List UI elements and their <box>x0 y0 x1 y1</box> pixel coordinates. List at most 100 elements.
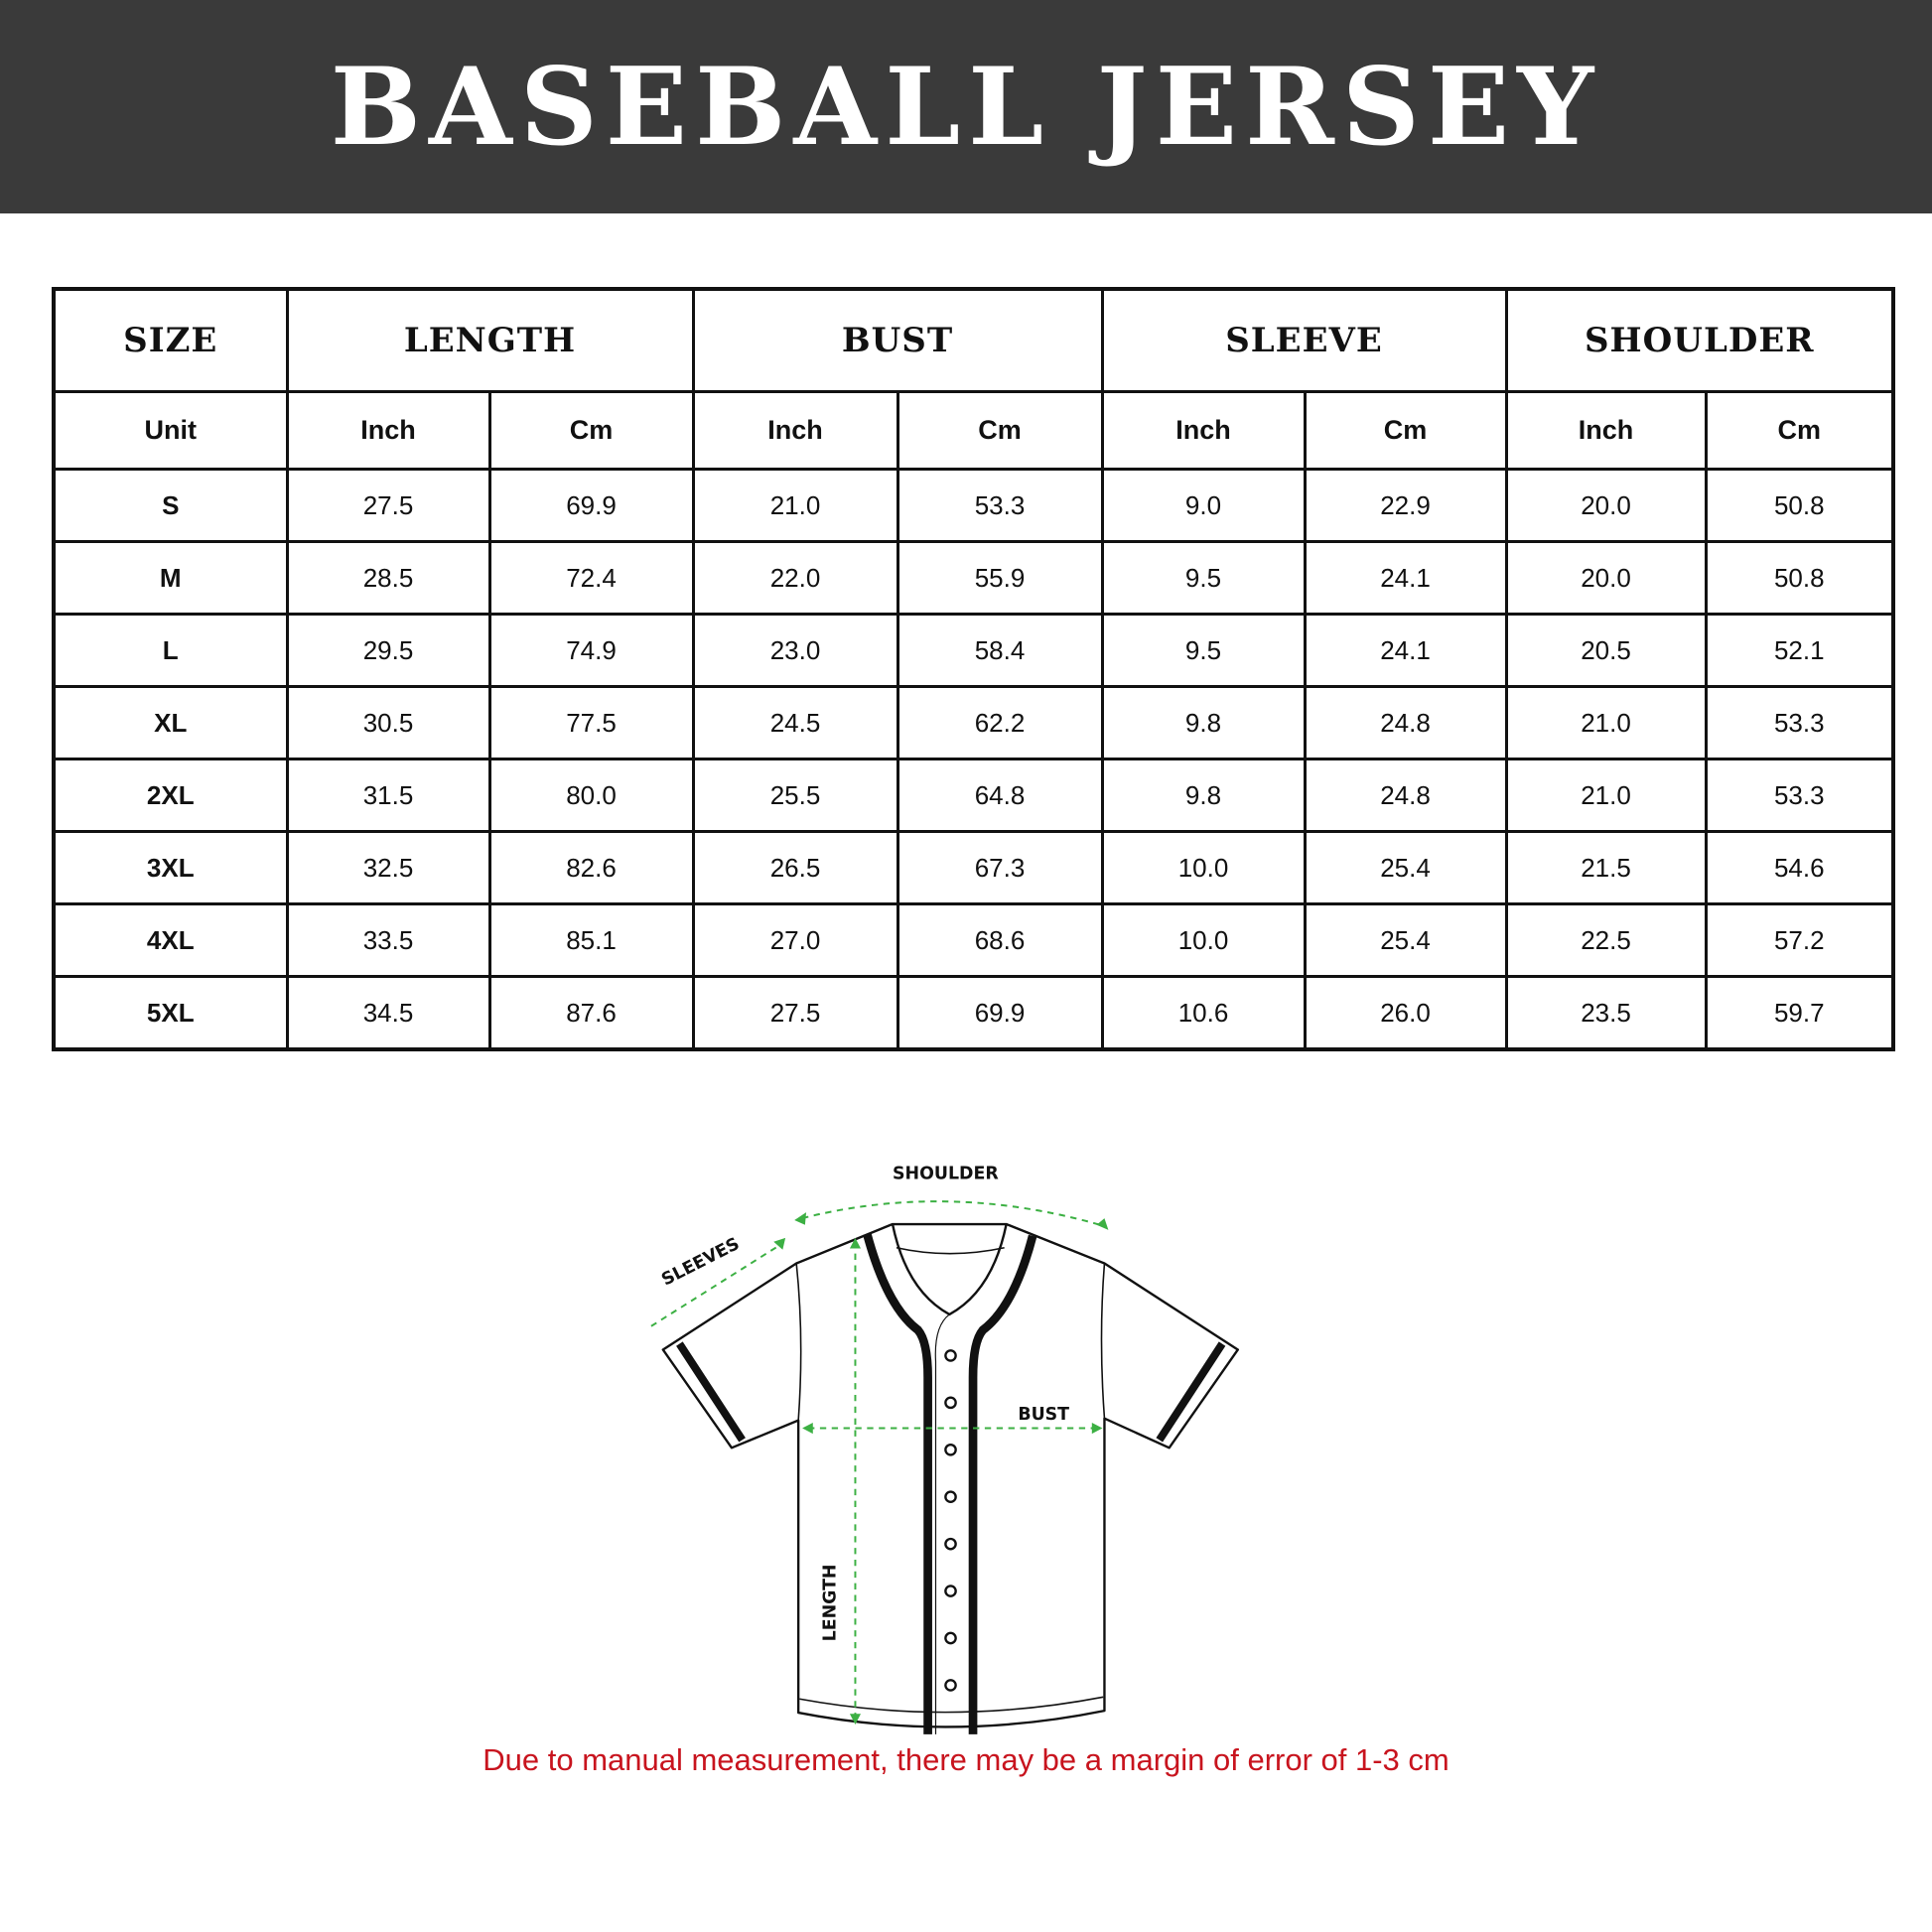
button-icon <box>944 1585 957 1597</box>
value-cell: 20.0 <box>1504 540 1708 616</box>
table-body: S 27.5 69.9 21.0 53.3 9.0 22.9 20.0 50.8 M 28.5 72.… <box>52 468 1895 1051</box>
value-cell: 22.5 <box>1504 902 1708 978</box>
value-cell: 53.3 <box>1704 758 1895 833</box>
table-row: 5XL 34.5 87.6 27.5 69.9 10.6 26.0 23.5 59.7 <box>52 975 1895 1051</box>
value-cell: 31.5 <box>285 758 491 833</box>
value-cell: 24.1 <box>1303 540 1508 616</box>
table-row: S 27.5 69.9 21.0 53.3 9.0 22.9 20.0 50.8 <box>52 468 1895 543</box>
size-cell: 5XL <box>52 975 289 1051</box>
measurement-arrowheads <box>773 1212 1109 1725</box>
button-icon <box>944 1443 957 1456</box>
value-cell: 24.8 <box>1303 758 1508 833</box>
value-cell: 85.1 <box>487 902 695 978</box>
value-cell: 69.9 <box>487 468 695 543</box>
bust-label: BUST <box>1018 1405 1069 1425</box>
button-icon <box>944 1631 957 1645</box>
value-cell: 59.7 <box>1704 975 1895 1051</box>
value-cell: 52.1 <box>1704 613 1895 688</box>
value-cell: 57.2 <box>1704 902 1895 978</box>
value-cell: 28.5 <box>285 540 491 616</box>
value-cell: 10.0 <box>1100 830 1307 905</box>
unit-header-cm: Cm <box>487 390 695 471</box>
length-label: LENGTH <box>821 1565 841 1642</box>
value-cell: 22.9 <box>1303 468 1508 543</box>
value-cell: 87.6 <box>487 975 695 1051</box>
value-cell: 27.5 <box>691 975 899 1051</box>
value-cell: 62.2 <box>896 685 1104 760</box>
button-icon <box>944 1349 957 1362</box>
value-cell: 27.0 <box>691 902 899 978</box>
value-cell: 30.5 <box>285 685 491 760</box>
sleeves-label: SLEEVES <box>658 1234 743 1290</box>
value-cell: 33.5 <box>285 902 491 978</box>
value-cell: 58.4 <box>896 613 1104 688</box>
value-cell: 24.1 <box>1303 613 1508 688</box>
value-cell: 82.6 <box>487 830 695 905</box>
value-cell: 34.5 <box>285 975 491 1051</box>
unit-header-inch: Inch <box>1100 390 1307 471</box>
value-cell: 53.3 <box>896 468 1104 543</box>
value-cell: 55.9 <box>896 540 1104 616</box>
button-icon <box>944 1679 957 1692</box>
value-cell: 21.0 <box>1504 685 1708 760</box>
unit-header-cm: Cm <box>1704 390 1895 471</box>
unit-header-cm: Cm <box>1303 390 1508 471</box>
value-cell: 9.8 <box>1100 758 1307 833</box>
value-cell: 80.0 <box>487 758 695 833</box>
button-icon <box>944 1396 957 1410</box>
value-cell: 67.3 <box>896 830 1104 905</box>
size-cell: 3XL <box>52 830 289 905</box>
value-cell: 9.5 <box>1100 613 1307 688</box>
unit-header-inch: Inch <box>285 390 491 471</box>
value-cell: 74.9 <box>487 613 695 688</box>
value-cell: 53.3 <box>1704 685 1895 760</box>
unit-header-inch: Inch <box>691 390 899 471</box>
unit-row: Unit Inch Cm Inch Cm Inch Cm Inch Cm <box>52 390 1895 471</box>
jersey-outline <box>661 1222 1240 1734</box>
size-cell: L <box>52 613 289 688</box>
placket-stripes <box>863 1232 1037 1734</box>
header-sleeve: SLEEVE <box>1100 287 1508 393</box>
value-cell: 20.0 <box>1504 468 1708 543</box>
value-cell: 10.0 <box>1100 902 1307 978</box>
value-cell: 22.0 <box>691 540 899 616</box>
size-cell: 2XL <box>52 758 289 833</box>
value-cell: 23.5 <box>1504 975 1708 1051</box>
value-cell: 50.8 <box>1704 540 1895 616</box>
jersey-diagram: SHOULDER SLEEVES BUST LENGTH <box>650 1165 1240 1734</box>
button-icon <box>944 1490 957 1504</box>
title-banner: BASEBALL JERSEY <box>0 0 1932 213</box>
group-header-row: SIZE LENGTH BUST SLEEVE SHOULDER <box>52 287 1895 393</box>
sleeve-cuff-stripes <box>676 1341 1226 1443</box>
shoulder-label: SHOULDER <box>893 1165 999 1184</box>
value-cell: 9.5 <box>1100 540 1307 616</box>
unit-header-inch: Inch <box>1504 390 1708 471</box>
header-length: LENGTH <box>285 287 695 393</box>
value-cell: 9.0 <box>1100 468 1307 543</box>
value-cell: 69.9 <box>896 975 1104 1051</box>
value-cell: 26.5 <box>691 830 899 905</box>
value-cell: 25.4 <box>1303 830 1508 905</box>
size-cell: 4XL <box>52 902 289 978</box>
header-bust: BUST <box>691 287 1104 393</box>
shoulder-measure-line <box>801 1200 1105 1227</box>
size-cell: XL <box>52 685 289 760</box>
table-row: 3XL 32.5 82.6 26.5 67.3 10.0 25.4 21.5 54.6 <box>52 830 1895 905</box>
value-cell: 25.5 <box>691 758 899 833</box>
value-cell: 64.8 <box>896 758 1104 833</box>
table-row: M 28.5 72.4 22.0 55.9 9.5 24.1 20.0 50.8 <box>52 540 1895 616</box>
value-cell: 50.8 <box>1704 468 1895 543</box>
value-cell: 68.6 <box>896 902 1104 978</box>
page-title: BASEBALL JERSEY <box>330 44 1602 170</box>
measurement-disclaimer: Due to manual measurement, there may be … <box>483 1742 1449 1777</box>
table-row: XL 30.5 77.5 24.5 62.2 9.8 24.8 21.0 53.3 <box>52 685 1895 760</box>
value-cell: 10.6 <box>1100 975 1307 1051</box>
table-row: L 29.5 74.9 23.0 58.4 9.5 24.1 20.5 52.1 <box>52 613 1895 688</box>
value-cell: 24.8 <box>1303 685 1508 760</box>
table-row: 2XL 31.5 80.0 25.5 64.8 9.8 24.8 21.0 53.3 <box>52 758 1895 833</box>
value-cell: 21.0 <box>1504 758 1708 833</box>
value-cell: 21.5 <box>1504 830 1708 905</box>
size-chart-table: SIZE LENGTH BUST SLEEVE SHOULDER Unit Inc… <box>52 287 1896 1051</box>
value-cell: 23.0 <box>691 613 899 688</box>
value-cell: 27.5 <box>285 468 491 543</box>
